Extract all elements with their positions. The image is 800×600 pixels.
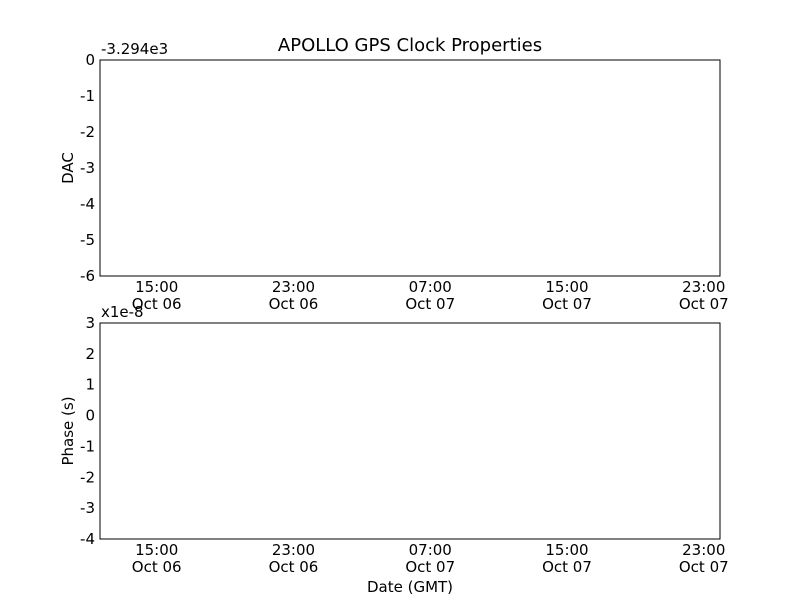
dac-x-tick-label-date: Oct 07 [405,295,455,313]
dac-y-tick-label: 0 [85,51,95,69]
phase-x-tick-label-time: 15:00 [545,541,588,559]
phase-x-tick-label-time: 23:00 [272,541,315,559]
dac-x-tick-label-time: 15:00 [135,278,178,296]
dac-x-tick-label-date: Oct 07 [679,295,729,313]
phase-y-axis: 3 2 1 0 -1 -2 -3 -4 [80,314,720,548]
phase-x-tick-label-time: 23:00 [682,541,725,559]
phase-x-tick-label-time: 15:00 [135,541,178,559]
dac-y-tick-label: -3 [80,159,95,177]
dac-y-tick-label: -4 [80,195,95,213]
dac-offset-label: -3.294e3 [101,40,168,58]
x-axis-label: Date (GMT) [367,578,453,596]
phase-y-axis-label: Phase (s) [59,396,77,465]
phase-x-tick-label-date: Oct 07 [542,558,592,576]
phase-offset-label: x1e-8 [101,303,144,321]
phase-y-tick-label: 2 [85,345,95,363]
dac-x-tick-label-time: 15:00 [545,278,588,296]
dac-x-tick-label-time: 23:00 [272,278,315,296]
dac-y-axis-label: DAC [59,152,77,184]
phase-x-tick-label-date: Oct 07 [405,558,455,576]
phase-y-tick-label: 3 [85,314,95,332]
dac-y-tick-label: -6 [80,267,95,285]
chart-title: APOLLO GPS Clock Properties [278,35,542,56]
dac-x-tick-label-date: Oct 07 [542,295,592,313]
dac-plot-border [99,59,721,277]
dac-y-tick-label: -5 [80,231,95,249]
dac-y-tick-label: -2 [80,123,95,141]
phase-y-tick-label: 0 [85,407,95,425]
phase-x-tick-label-date: Oct 06 [132,558,182,576]
dac-x-tick-label-date: Oct 06 [132,295,182,313]
dac-y-tick-label: -1 [80,87,95,105]
phase-x-tick-label-date: Oct 06 [269,558,319,576]
phase-x-tick-label-time: 07:00 [409,541,452,559]
dac-x-tick-label-time: 23:00 [682,278,725,296]
phase-x-tick-label-date: Oct 07 [679,558,729,576]
phase-y-tick-label: -2 [80,468,95,486]
phase-y-tick-label: -1 [80,437,95,455]
dac-x-tick-label-date: Oct 06 [269,295,319,313]
phase-y-tick-label: -4 [80,530,95,548]
dac-x-tick-label-time: 07:00 [409,278,452,296]
phase-y-tick-label: 1 [85,376,95,394]
phase-plot-border [99,322,721,540]
phase-y-tick-label: -3 [80,499,95,517]
